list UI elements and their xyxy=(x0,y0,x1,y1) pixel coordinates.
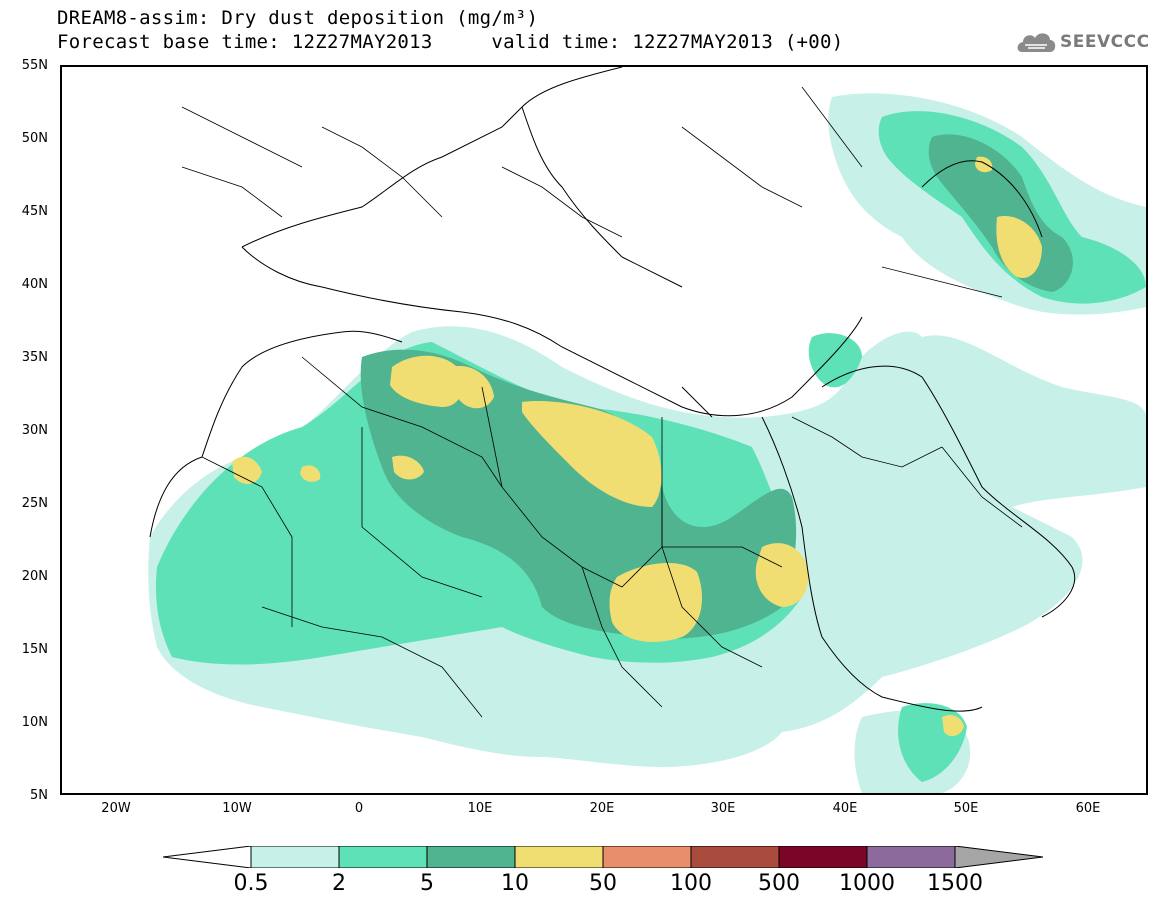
map-panel xyxy=(60,65,1148,795)
colorbar xyxy=(163,846,1043,868)
lon-label: 10E xyxy=(467,801,493,816)
colorbar-label: 100 xyxy=(670,871,712,896)
lat-label: 30N xyxy=(21,423,48,438)
lon-label: 40E xyxy=(832,801,858,816)
lat-label: 5N xyxy=(30,788,48,803)
colorbar-label: 0.5 xyxy=(233,871,269,896)
lon-label: 0 xyxy=(354,801,364,816)
colorbar-label: 2 xyxy=(332,871,346,896)
coastlines xyxy=(149,67,1076,712)
colorbar-label: 500 xyxy=(758,871,800,896)
lon-label: 50E xyxy=(953,801,979,816)
lat-label: 45N xyxy=(21,204,48,219)
lat-label: 50N xyxy=(21,131,48,146)
colorbar-label: 1000 xyxy=(839,871,895,896)
map-title: DREAM8-assim: Dry dust deposition (mg/m³… xyxy=(57,7,539,29)
colorbar-segment xyxy=(866,846,956,868)
colorbar-segment xyxy=(690,846,780,868)
lat-label: 25N xyxy=(21,496,48,511)
lon-label: 20W xyxy=(101,801,131,816)
colorbar-label: 50 xyxy=(589,871,617,896)
lat-label: 20N xyxy=(21,569,48,584)
lat-label: 15N xyxy=(21,642,48,657)
lon-label: 60E xyxy=(1075,801,1101,816)
colorbar-segment xyxy=(338,846,428,868)
lat-label: 35N xyxy=(21,350,48,365)
dust-map xyxy=(148,67,1146,793)
colorbar-segment xyxy=(250,846,340,868)
deposition-10-50 xyxy=(232,156,1042,737)
colorbar-over xyxy=(954,846,1043,868)
colorbar-label: 10 xyxy=(501,871,529,896)
lat-label: 40N xyxy=(21,277,48,292)
map-subtitle: Forecast base time: 12Z27MAY2013 valid t… xyxy=(57,31,844,53)
colorbar-under xyxy=(163,846,252,868)
cloud-logo-icon xyxy=(1017,33,1056,52)
country-borders xyxy=(181,86,1023,718)
colorbar-label: 1500 xyxy=(927,871,983,896)
lon-label: 10W xyxy=(222,801,252,816)
lon-label: 20E xyxy=(589,801,615,816)
logo-text: SEEVCCC xyxy=(1060,32,1150,52)
colorbar-segment xyxy=(602,846,692,868)
colorbar-segment xyxy=(778,846,868,868)
colorbar-label: 5 xyxy=(420,871,434,896)
lat-label: 55N xyxy=(21,58,48,73)
colorbar-segment xyxy=(426,846,516,868)
colorbar-segment xyxy=(514,846,604,868)
lon-label: 30E xyxy=(710,801,736,816)
lat-label: 10N xyxy=(21,715,48,730)
